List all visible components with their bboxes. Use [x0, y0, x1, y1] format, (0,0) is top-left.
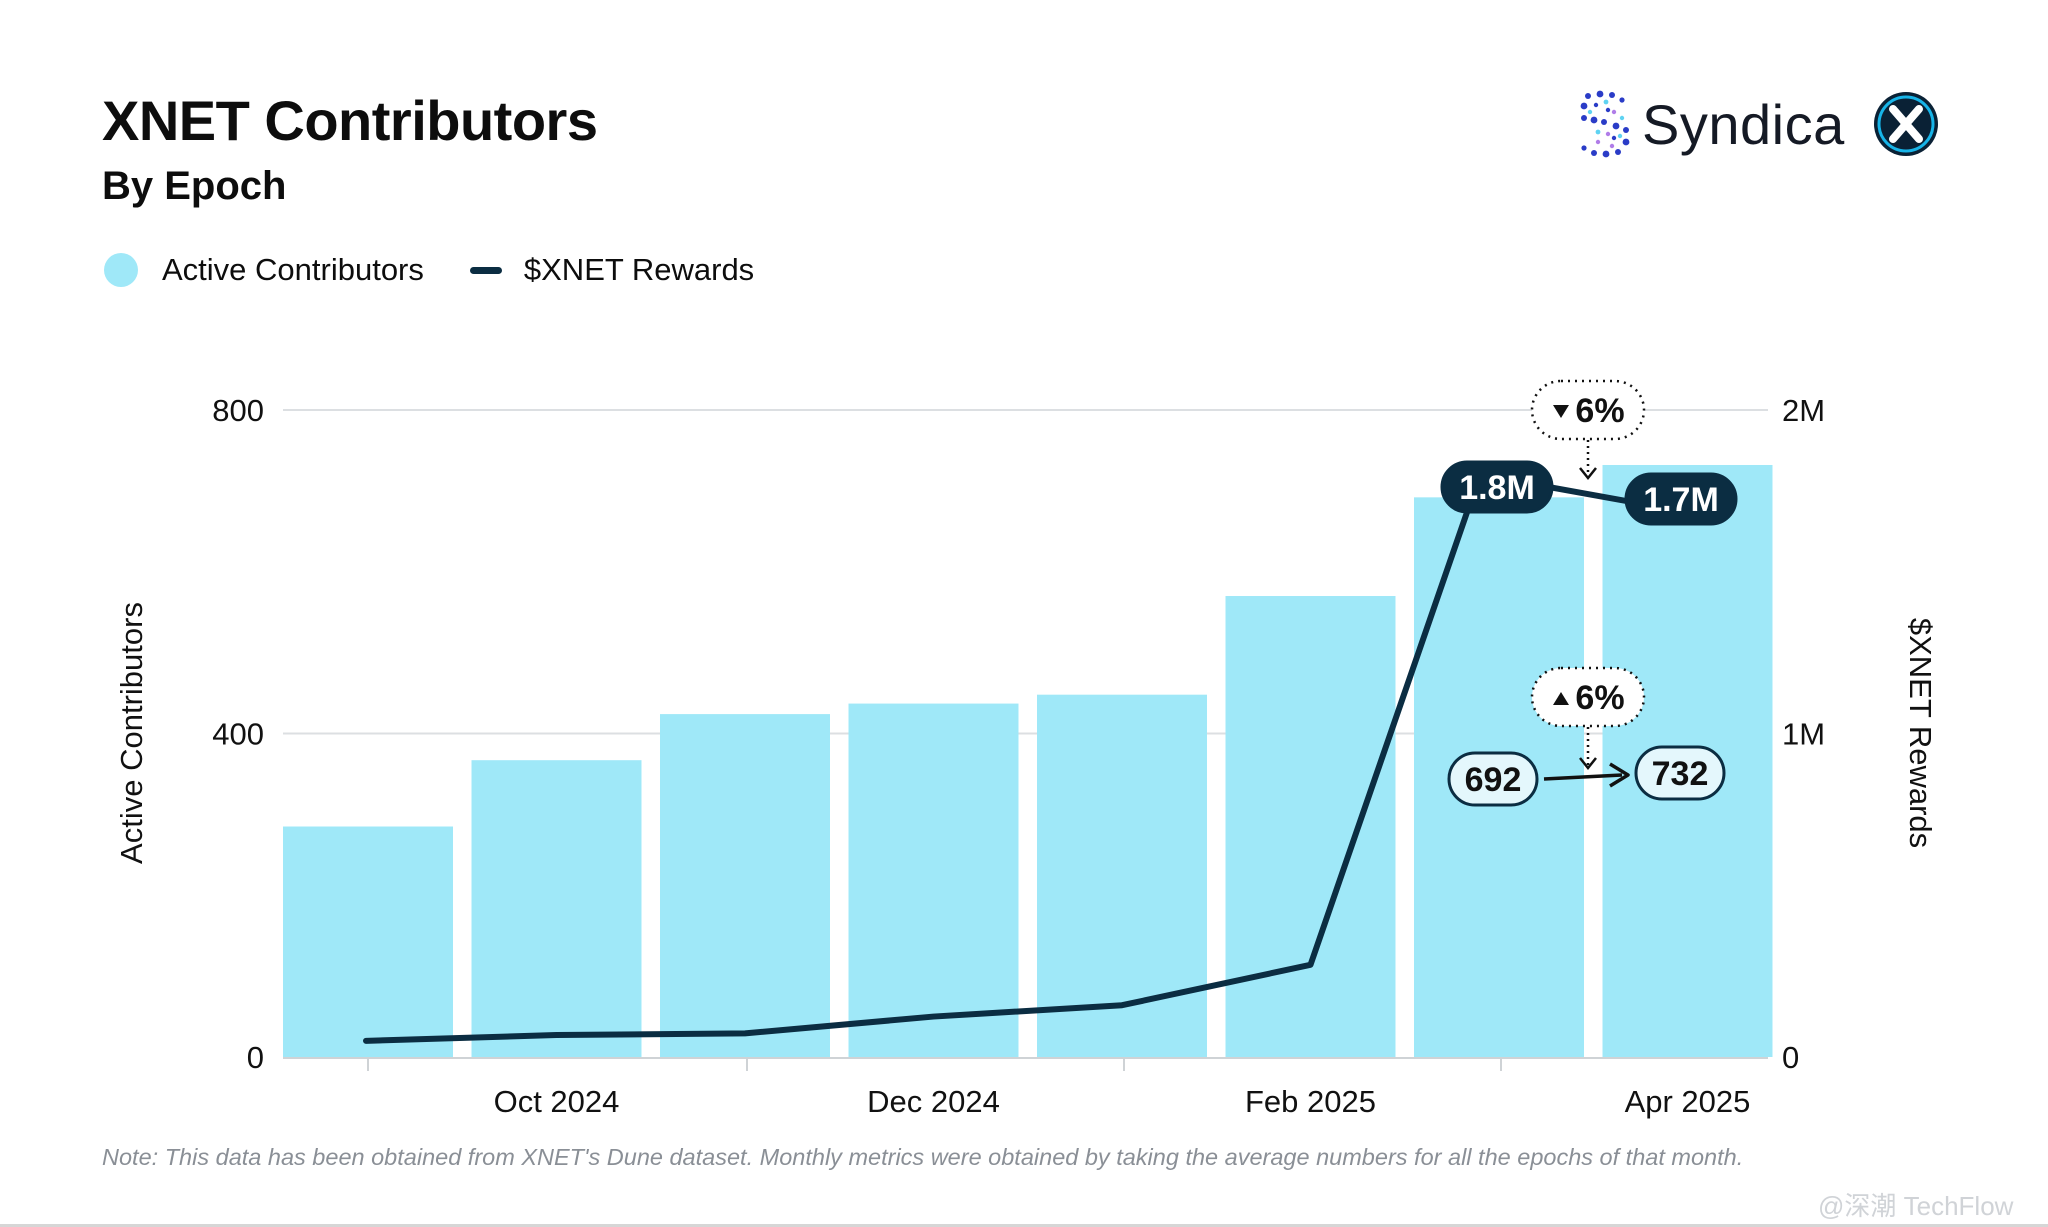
brand: Syndica	[1578, 90, 1939, 158]
brand-name: Syndica	[1642, 92, 1845, 156]
reward-label-apr: 1.7M	[1624, 472, 1738, 526]
syndica-logo-icon	[1580, 90, 1630, 158]
y2-tick-label: 2M	[1782, 393, 1825, 428]
bar-nov-2024	[660, 714, 830, 1057]
rewards-change-badge: 6%	[1530, 379, 1646, 481]
bar-jan-2025	[1037, 694, 1207, 1057]
y-tick-label: 400	[212, 717, 264, 752]
bar-feb-2025	[1225, 596, 1396, 1057]
contributors-change-arrow	[1543, 773, 1623, 781]
contributors-change-text: 6%	[1575, 679, 1624, 717]
y2-axis-label: $XNET Rewards	[1903, 618, 1938, 848]
x-tick-label: Oct 2024	[494, 1084, 620, 1119]
x-tick-label: Dec 2024	[867, 1084, 1000, 1119]
reward-label-mar-bg	[1440, 460, 1554, 514]
arrow-right-icon	[1609, 762, 1630, 788]
watermark: @深潮 TechFlow	[1818, 1191, 2014, 1221]
y-tick-label: 0	[247, 1040, 264, 1075]
y-axis-label: Active Contributors	[114, 602, 149, 864]
legend-swatch-contributors	[104, 253, 138, 287]
legend-label-contributors: Active Contributors	[162, 252, 424, 287]
bar-dec-2024	[848, 703, 1019, 1057]
reward-label-mar: 1.8M	[1440, 460, 1554, 514]
arrow-down-icon	[1579, 757, 1597, 771]
rewards-change-bubble	[1530, 379, 1646, 441]
chart-title: XNET Contributors	[102, 89, 598, 152]
reward-label-apr-bg	[1624, 472, 1738, 526]
up-triangle-icon	[1553, 692, 1569, 705]
reward-label-apr-text: 1.7M	[1643, 481, 1719, 519]
contributor-label-mar-text: 692	[1465, 761, 1522, 799]
arrow-down-icon	[1579, 467, 1597, 481]
contributor-label-mar-bg	[1447, 751, 1539, 807]
legend-label-rewards: $XNET Rewards	[523, 252, 755, 287]
bar-sep-2024	[283, 826, 453, 1057]
contributors-change-badge: 6%	[1530, 666, 1646, 771]
contributor-label-apr-text: 732	[1652, 755, 1709, 793]
reward-label-mar-text: 1.8M	[1459, 469, 1535, 507]
contributor-label-apr-bg	[1634, 745, 1726, 801]
x-tick-label: Feb 2025	[1245, 1084, 1376, 1119]
bar-oct-2024	[471, 760, 642, 1057]
down-triangle-icon	[1553, 405, 1569, 418]
contributors-change-bubble	[1530, 666, 1646, 728]
chart-subtitle: By Epoch	[102, 164, 287, 208]
xnet-x-logo-icon	[1873, 92, 1938, 156]
contributor-label-apr: 732	[1634, 745, 1726, 801]
y2-tick-label: 1M	[1782, 717, 1825, 752]
y-tick-label: 800	[212, 393, 264, 428]
bottom-divider	[0, 1224, 2048, 1227]
contributor-label-mar: 692	[1447, 751, 1539, 807]
rewards-line	[363, 471, 1663, 1044]
y2-tick-label: 0	[1782, 1040, 1799, 1075]
footnote: Note: This data has been obtained from X…	[102, 1144, 1744, 1170]
legend-swatch-rewards	[469, 266, 502, 274]
legend: Active Contributors $XNET Rewards	[104, 252, 754, 288]
x-tick-label: Apr 2025	[1625, 1084, 1751, 1119]
rewards-change-text: 6%	[1575, 392, 1624, 430]
